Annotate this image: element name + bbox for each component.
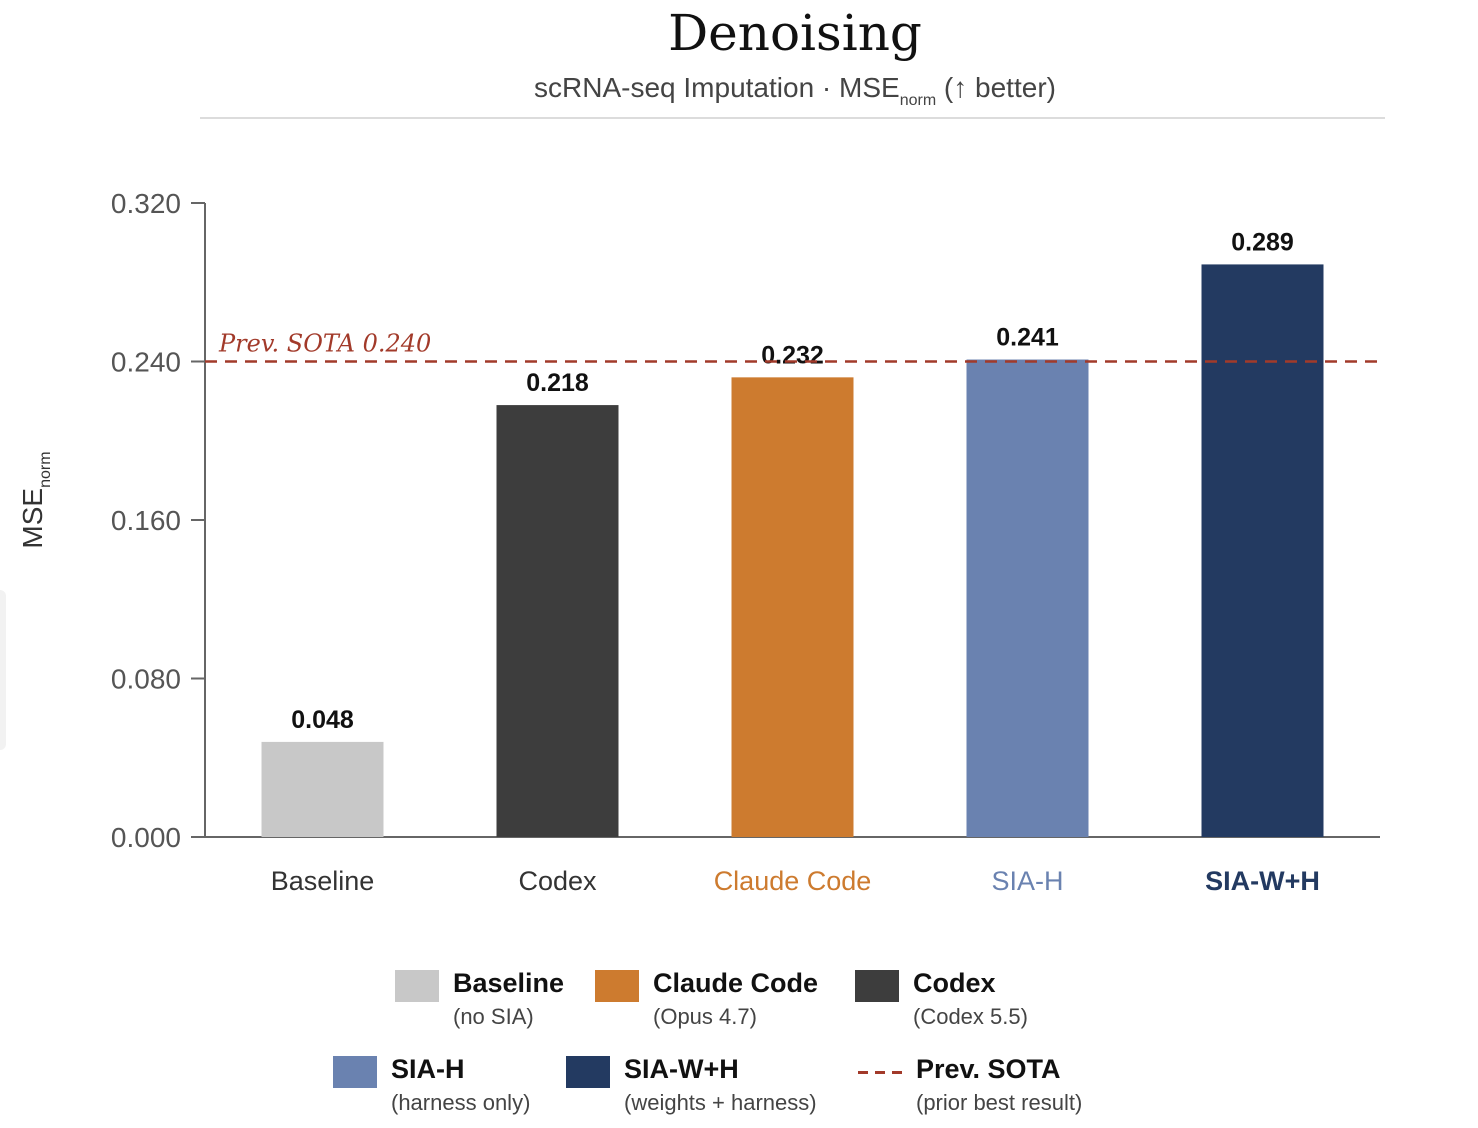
chart-subtitle: scRNA-seq Imputation · MSEnorm (↑ better… — [0, 72, 1478, 110]
legend-note-sia-w-h: (weights + harness) — [624, 1090, 817, 1115]
legend-swatch-claude-code — [595, 970, 639, 1002]
side-edge-marker — [0, 590, 6, 750]
legend-note-codex: (Codex 5.5) — [913, 1004, 1028, 1029]
subtitle-main: scRNA-seq Imputation · MSE — [534, 72, 900, 103]
reference-line-label: Prev. SOTA 0.240 — [218, 330, 431, 358]
legend-name-prev-sota: Prev. SOTA — [916, 1054, 1061, 1084]
legend-item-sia-h: SIA-H (harness only) — [333, 1052, 530, 1120]
subtitle-suffix: (↑ better) — [936, 72, 1056, 103]
y-tick-label: 0.160 — [111, 505, 181, 536]
bar-1 — [496, 405, 619, 837]
legend-item-claude-code: Claude Code (Opus 4.7) — [595, 966, 818, 1034]
legend-name-sia-w-h: SIA-W+H — [624, 1054, 739, 1084]
legend-note-baseline: (no SIA) — [453, 1004, 534, 1029]
legend-swatch-codex — [855, 970, 899, 1002]
bar-chart: 0.000 0.080 0.160 0.240 0.320 MSEnorm 0.048 Bas… — [17, 188, 1380, 896]
legend-name-baseline: Baseline — [453, 968, 565, 998]
bar-3 — [966, 359, 1089, 837]
x-tick-label: SIA-H — [991, 866, 1063, 896]
bar-2 — [731, 377, 854, 837]
bar-value-label: 0.232 — [761, 341, 824, 369]
legend-note-claude-code: (Opus 4.7) — [653, 1004, 757, 1029]
bar-value-label: 0.289 — [1231, 228, 1294, 256]
x-tick-label: Claude Code — [714, 866, 872, 896]
legend-item-codex: Codex (Codex 5.5) — [855, 966, 1028, 1034]
legend-name-codex: Codex — [913, 968, 996, 998]
legend-swatch-baseline — [395, 970, 439, 1002]
y-tick-label: 0.000 — [111, 822, 181, 853]
legend-note-sia-h: (harness only) — [391, 1090, 531, 1115]
legend-swatch-prev-sota — [858, 1056, 902, 1088]
chart-title: Denoising — [668, 4, 922, 62]
bar-value-label: 0.241 — [996, 324, 1059, 352]
legend-item-prev-sota: Prev. SOTA (prior best result) — [858, 1052, 1082, 1120]
bar-value-label: 0.218 — [526, 369, 589, 397]
x-tick-label: Codex — [518, 866, 597, 896]
y-axis-label: MSEnorm — [17, 451, 54, 548]
y-tick-label: 0.320 — [111, 188, 181, 219]
x-tick-label: SIA-W+H — [1205, 866, 1320, 896]
y-tick-label: 0.240 — [111, 347, 181, 378]
legend-name-sia-h: SIA-H — [391, 1054, 465, 1084]
title-divider — [200, 117, 1385, 119]
legend-item-baseline: Baseline (no SIA) — [395, 966, 564, 1034]
legend-swatch-sia-w-h — [566, 1056, 610, 1088]
bar-0 — [261, 741, 384, 837]
bar-4 — [1201, 264, 1324, 837]
bar-value-label: 0.048 — [291, 706, 354, 734]
legend-item-sia-w-h: SIA-W+H (weights + harness) — [566, 1052, 817, 1120]
legend-swatch-sia-h — [333, 1056, 377, 1088]
y-tick-label: 0.080 — [111, 664, 181, 695]
legend-name-claude-code: Claude Code — [653, 968, 819, 998]
legend-note-prev-sota: (prior best result) — [916, 1090, 1083, 1115]
subtitle-subscript: norm — [899, 92, 937, 109]
x-tick-label: Baseline — [271, 866, 375, 896]
